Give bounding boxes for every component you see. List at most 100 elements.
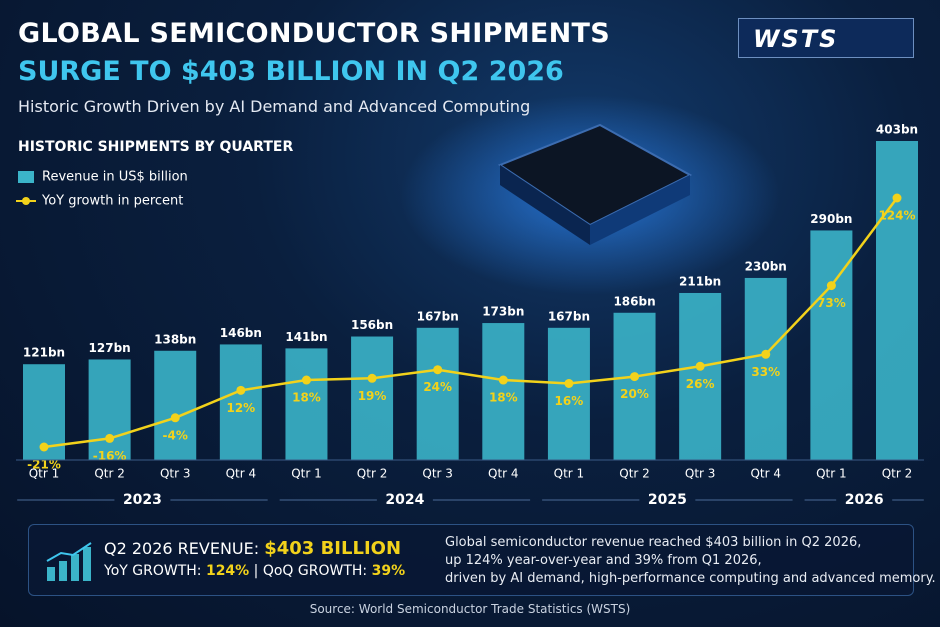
yoy-label: 24%	[423, 380, 452, 394]
x-tick-label: Qtr 2	[619, 467, 650, 481]
yoy-label: 73%	[817, 296, 846, 310]
yoy-point	[630, 372, 640, 382]
chip-side	[590, 175, 690, 245]
source: Source: World Semiconductor Trade Statis…	[309, 602, 631, 616]
subtitle: Historic Growth Driven by AI Demand and …	[18, 97, 531, 116]
yoy-label: -21%	[27, 458, 61, 472]
yoy-point	[39, 442, 49, 452]
yoy-point	[367, 373, 377, 383]
value: 124%	[205, 563, 250, 579]
yoy-point	[761, 349, 771, 359]
value: $403 BILLION	[264, 538, 402, 559]
bar	[351, 336, 394, 460]
growth-icon	[46, 542, 92, 581]
bar	[154, 350, 197, 460]
x-tick-label: Qtr 2	[357, 467, 388, 481]
text-line: Global semiconductor revenue reached $40…	[445, 535, 862, 550]
value: 39%	[371, 563, 406, 579]
bar-label: 290bn	[810, 212, 852, 226]
x-tick-label: Qtr 4	[226, 467, 257, 481]
label: Q2 2026 REVENUE:	[104, 539, 260, 558]
text-line: up 124% year-over-year and 39% from Q1 2…	[445, 553, 762, 568]
chart-title: HISTORIC SHIPMENTS BY QUARTER	[18, 139, 293, 155]
label: QoQ GROWTH:	[262, 563, 368, 579]
bar-label: 138bn	[154, 332, 196, 346]
year-label: 2026	[845, 492, 884, 508]
yoy-label: -16%	[93, 449, 127, 463]
x-tick-label: Qtr 4	[488, 467, 519, 481]
bar-label: 167bn	[417, 309, 459, 323]
yoy-point	[170, 413, 180, 423]
bar	[613, 312, 656, 460]
bar	[679, 292, 722, 460]
legend-label: Revenue in US$ billion	[42, 170, 188, 185]
yoy-label: 20%	[620, 387, 649, 401]
yoy-line	[43, 197, 899, 449]
yoy-label: 18%	[489, 391, 518, 405]
bar-label: 211bn	[679, 274, 721, 288]
x-tick-label: Qtr 4	[750, 467, 781, 481]
yoy-label: 19%	[358, 389, 387, 403]
x-tick-label: Qtr 2	[882, 467, 913, 481]
year-label: 2024	[385, 492, 424, 508]
bar	[744, 277, 787, 460]
bar-label: 141bn	[285, 330, 327, 344]
legend-swatch	[18, 171, 34, 183]
title: GLOBAL SEMICONDUCTOR SHIPMENTS	[18, 18, 610, 49]
yoy-point	[301, 375, 311, 385]
yoy-point	[695, 361, 705, 371]
bar-label: 156bn	[351, 318, 393, 332]
x-tick-label: Qtr 3	[160, 467, 191, 481]
x-tick-label: Qtr 2	[94, 467, 125, 481]
bar	[88, 359, 131, 460]
bar	[219, 344, 262, 460]
x-tick-label: Qtr 3	[422, 467, 453, 481]
summary-line: Q2 2026 REVENUE: $403 BILLION	[104, 538, 401, 559]
bar-label: 146bn	[220, 326, 262, 340]
yoy-label: -4%	[163, 428, 188, 442]
bar-label: 127bn	[89, 341, 131, 355]
separator: |	[253, 563, 259, 579]
legend-swatch	[22, 197, 30, 205]
yoy-label: 124%	[878, 209, 915, 223]
yoy-point	[105, 433, 115, 443]
x-tick-label: Qtr 1	[816, 467, 847, 481]
summary-line: YoY GROWTH: 124% | QoQ GROWTH: 39%	[104, 563, 405, 579]
bar-label: 403bn	[876, 123, 918, 137]
label: YoY GROWTH:	[104, 563, 202, 579]
yoy-point	[826, 281, 836, 291]
bar	[482, 323, 525, 460]
legend-label: YoY growth in percent	[41, 194, 183, 209]
year-label: 2025	[648, 492, 687, 508]
yoy-point	[433, 365, 443, 375]
bar-label: 186bn	[613, 294, 655, 308]
logo: WSTS	[738, 18, 914, 58]
yoy-label: 16%	[555, 394, 584, 408]
year-label: 2023	[123, 492, 162, 508]
x-tick-label: Qtr 1	[554, 467, 585, 481]
title: SURGE TO $403 BILLION IN Q2 2026	[18, 56, 564, 87]
yoy-label: 26%	[686, 377, 715, 391]
x-tick-label: Qtr 3	[685, 467, 716, 481]
bar	[416, 327, 459, 460]
bar	[547, 327, 590, 460]
chip-side	[500, 165, 590, 245]
bar-label: 230bn	[745, 259, 787, 273]
yoy-point	[892, 193, 902, 203]
bar	[876, 141, 918, 460]
yoy-label: 33%	[751, 365, 780, 379]
bar	[285, 348, 328, 460]
x-tick-label: Qtr 1	[29, 467, 60, 481]
yoy-label: 18%	[292, 391, 321, 405]
summary-text: Global semiconductor revenue reached $40…	[445, 534, 936, 588]
bar-label: 121bn	[23, 346, 65, 360]
yoy-point	[236, 385, 246, 395]
yoy-point	[498, 375, 508, 385]
bar-label: 173bn	[482, 305, 524, 319]
yoy-label: 12%	[226, 401, 255, 415]
x-tick-label: Qtr 1	[291, 467, 322, 481]
text-line: driven by AI demand, high-performance co…	[445, 571, 936, 586]
summary-panel	[28, 524, 914, 596]
